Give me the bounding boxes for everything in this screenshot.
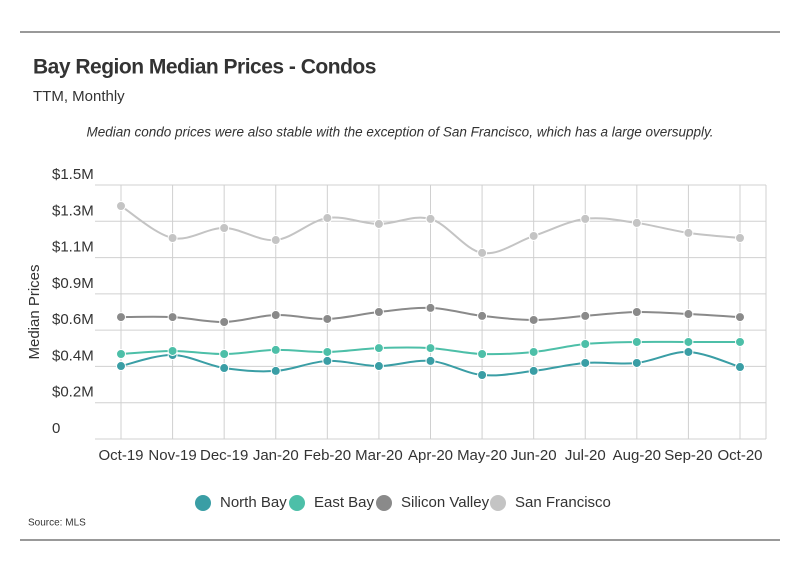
data-point <box>580 213 591 224</box>
chart-title: Bay Region Median Prices - Condos <box>33 56 376 79</box>
data-point <box>528 346 539 357</box>
data-point <box>116 348 126 359</box>
data-point <box>528 230 539 241</box>
x-tick-label: Feb-20 <box>304 447 352 464</box>
data-point <box>425 355 436 366</box>
data-point <box>167 312 178 323</box>
data-point <box>270 365 281 376</box>
data-point <box>116 361 126 372</box>
data-point <box>322 346 333 357</box>
x-tick-label: May-20 <box>457 447 507 464</box>
x-tick-label: Nov-19 <box>148 447 196 464</box>
data-point <box>683 336 694 347</box>
data-point <box>373 361 384 372</box>
x-tick-label: Oct-20 <box>717 447 762 464</box>
y-tick-label: $0.4M <box>52 347 94 364</box>
data-point <box>477 247 488 258</box>
data-point <box>322 213 333 224</box>
legend-swatch <box>195 495 211 511</box>
y-axis-label: Median Prices <box>26 264 43 359</box>
data-point <box>270 235 281 246</box>
data-point <box>322 313 333 324</box>
data-point <box>477 310 488 321</box>
x-tick-label: Aug-20 <box>613 447 661 464</box>
x-tick-label: Jun-20 <box>511 447 557 464</box>
chart-subtitle: TTM, Monthly <box>33 88 125 105</box>
data-point <box>270 310 281 321</box>
y-tick-label: $0.9M <box>52 275 94 292</box>
y-tick-label: $1.5M <box>52 166 94 183</box>
data-point <box>425 213 436 224</box>
data-point <box>631 307 642 317</box>
data-point <box>373 218 384 229</box>
annotation: Median condo prices were also stable wit… <box>86 125 713 140</box>
data-point <box>167 345 178 356</box>
legend-label: Silicon Valley <box>401 494 490 511</box>
data-point <box>683 346 694 357</box>
data-point <box>477 348 488 359</box>
data-point <box>580 339 591 350</box>
data-point <box>735 336 745 347</box>
x-tick-label: Sep-20 <box>664 447 712 464</box>
data-point <box>116 312 126 323</box>
data-point <box>580 310 591 321</box>
data-point <box>631 217 642 228</box>
data-point <box>270 344 281 355</box>
data-point <box>631 336 642 347</box>
data-point <box>580 357 591 368</box>
data-point <box>425 343 436 354</box>
data-point <box>373 307 384 317</box>
x-tick-label: Oct-19 <box>98 447 143 464</box>
data-point <box>631 357 642 368</box>
data-point <box>528 365 539 376</box>
data-point <box>219 316 230 327</box>
data-point <box>735 312 745 323</box>
x-tick-label: Jul-20 <box>565 447 606 464</box>
legend-swatch <box>376 495 392 511</box>
data-point <box>735 233 745 244</box>
x-tick-label: Mar-20 <box>355 447 403 464</box>
data-point <box>477 369 488 380</box>
legend-swatch <box>289 495 305 511</box>
x-tick-label: Dec-19 <box>200 447 248 464</box>
data-point <box>167 233 178 244</box>
data-point <box>219 363 230 374</box>
legend-swatch <box>490 495 506 511</box>
data-point <box>373 343 384 354</box>
source: Source: MLS <box>28 518 86 529</box>
data-point <box>683 227 694 238</box>
data-point <box>322 355 333 366</box>
data-point <box>683 309 694 320</box>
legend-label: San Francisco <box>515 494 611 511</box>
legend-label: North Bay <box>220 494 287 511</box>
data-point <box>219 223 230 234</box>
y-tick-label: 0 <box>52 420 60 437</box>
y-tick-label: $0.6M <box>52 311 94 328</box>
data-point <box>425 302 436 313</box>
x-tick-label: Jan-20 <box>253 447 299 464</box>
y-tick-label: $0.2M <box>52 384 94 401</box>
legend-label: East Bay <box>314 494 375 511</box>
data-point <box>219 348 230 359</box>
y-tick-label: $1.3M <box>52 202 94 219</box>
x-tick-label: Apr-20 <box>408 447 453 464</box>
data-point <box>735 362 745 373</box>
data-point <box>116 200 126 211</box>
y-tick-label: $1.1M <box>52 239 94 256</box>
data-point <box>528 314 539 325</box>
